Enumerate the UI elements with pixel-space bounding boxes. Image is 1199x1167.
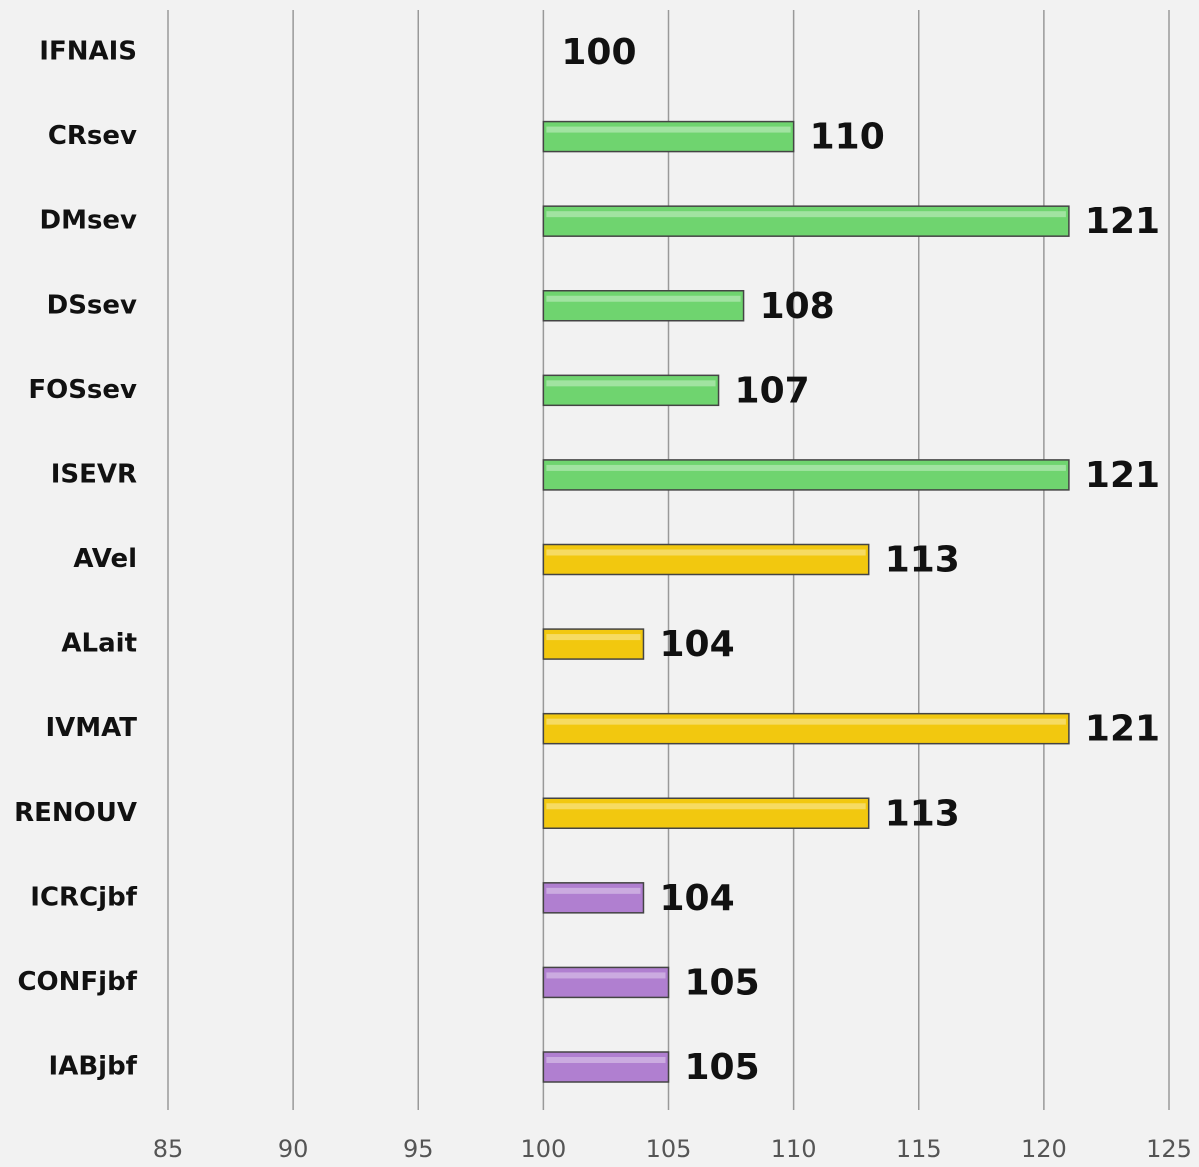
bar bbox=[542, 120, 795, 153]
x-tick-label: 115 bbox=[896, 1135, 942, 1163]
bar-highlight bbox=[546, 972, 666, 979]
y-tick-label: CONFjbf bbox=[17, 967, 137, 997]
bar-highlight bbox=[546, 464, 1066, 471]
y-tick-label: FOSsev bbox=[28, 375, 137, 405]
y-tick-label: DMsev bbox=[39, 206, 137, 236]
bar bbox=[542, 205, 1070, 237]
bar-highlight bbox=[546, 380, 716, 387]
value-label: 121 bbox=[1085, 201, 1160, 242]
y-tick-label: ICRCjbf bbox=[30, 882, 137, 912]
x-tick-label: 95 bbox=[403, 1135, 434, 1163]
value-label: 113 bbox=[885, 540, 960, 581]
bar-highlight bbox=[546, 1057, 666, 1063]
value-label: 105 bbox=[685, 962, 760, 1003]
bar bbox=[542, 712, 1070, 745]
y-tick-label: IVMAT bbox=[45, 713, 137, 743]
value-label: 105 bbox=[685, 1047, 760, 1088]
bar bbox=[542, 628, 645, 660]
x-tick-label: 105 bbox=[646, 1135, 692, 1163]
y-tick-label: AVel bbox=[73, 544, 137, 574]
value-label: 104 bbox=[659, 624, 734, 665]
y-tick-label: ISEVR bbox=[51, 459, 137, 489]
y-tick-label: RENOUV bbox=[14, 798, 137, 828]
bar-highlight bbox=[546, 634, 641, 641]
value-label: 104 bbox=[659, 878, 734, 919]
bar-highlight bbox=[546, 549, 866, 556]
value-label: 107 bbox=[735, 370, 810, 411]
bar-highlight bbox=[546, 211, 1066, 218]
value-label: 110 bbox=[810, 117, 885, 158]
bar-highlight bbox=[546, 295, 741, 302]
bar-highlight bbox=[546, 803, 866, 810]
bar bbox=[542, 290, 745, 322]
bar bbox=[542, 882, 645, 914]
y-tick-label: IFNAIS bbox=[39, 37, 137, 67]
x-tick-label: 110 bbox=[771, 1135, 817, 1163]
x-tick-label: 125 bbox=[1146, 1135, 1192, 1163]
bar bbox=[542, 1051, 670, 1083]
y-tick-label: IABjbf bbox=[49, 1052, 138, 1082]
bar bbox=[542, 459, 1070, 491]
value-label: 108 bbox=[760, 286, 835, 327]
x-tick-label: 100 bbox=[520, 1135, 566, 1163]
bar-highlight bbox=[546, 887, 641, 894]
bar bbox=[542, 797, 870, 829]
value-label: 121 bbox=[1085, 455, 1160, 496]
bar bbox=[542, 966, 670, 999]
x-tick-label: 90 bbox=[278, 1135, 309, 1163]
x-tick-label: 85 bbox=[153, 1135, 184, 1163]
bar bbox=[542, 374, 720, 407]
value-label: 113 bbox=[885, 793, 960, 834]
value-label: 100 bbox=[561, 32, 636, 73]
bar-highlight bbox=[546, 718, 1066, 725]
x-tick-label: 120 bbox=[1021, 1135, 1067, 1163]
bar bbox=[542, 543, 870, 576]
bar-highlight bbox=[546, 126, 791, 133]
y-tick-label: ALait bbox=[61, 629, 137, 659]
y-tick-label: DSsev bbox=[47, 290, 137, 320]
value-label: 121 bbox=[1085, 709, 1160, 750]
y-tick-label: CRsev bbox=[48, 121, 137, 151]
